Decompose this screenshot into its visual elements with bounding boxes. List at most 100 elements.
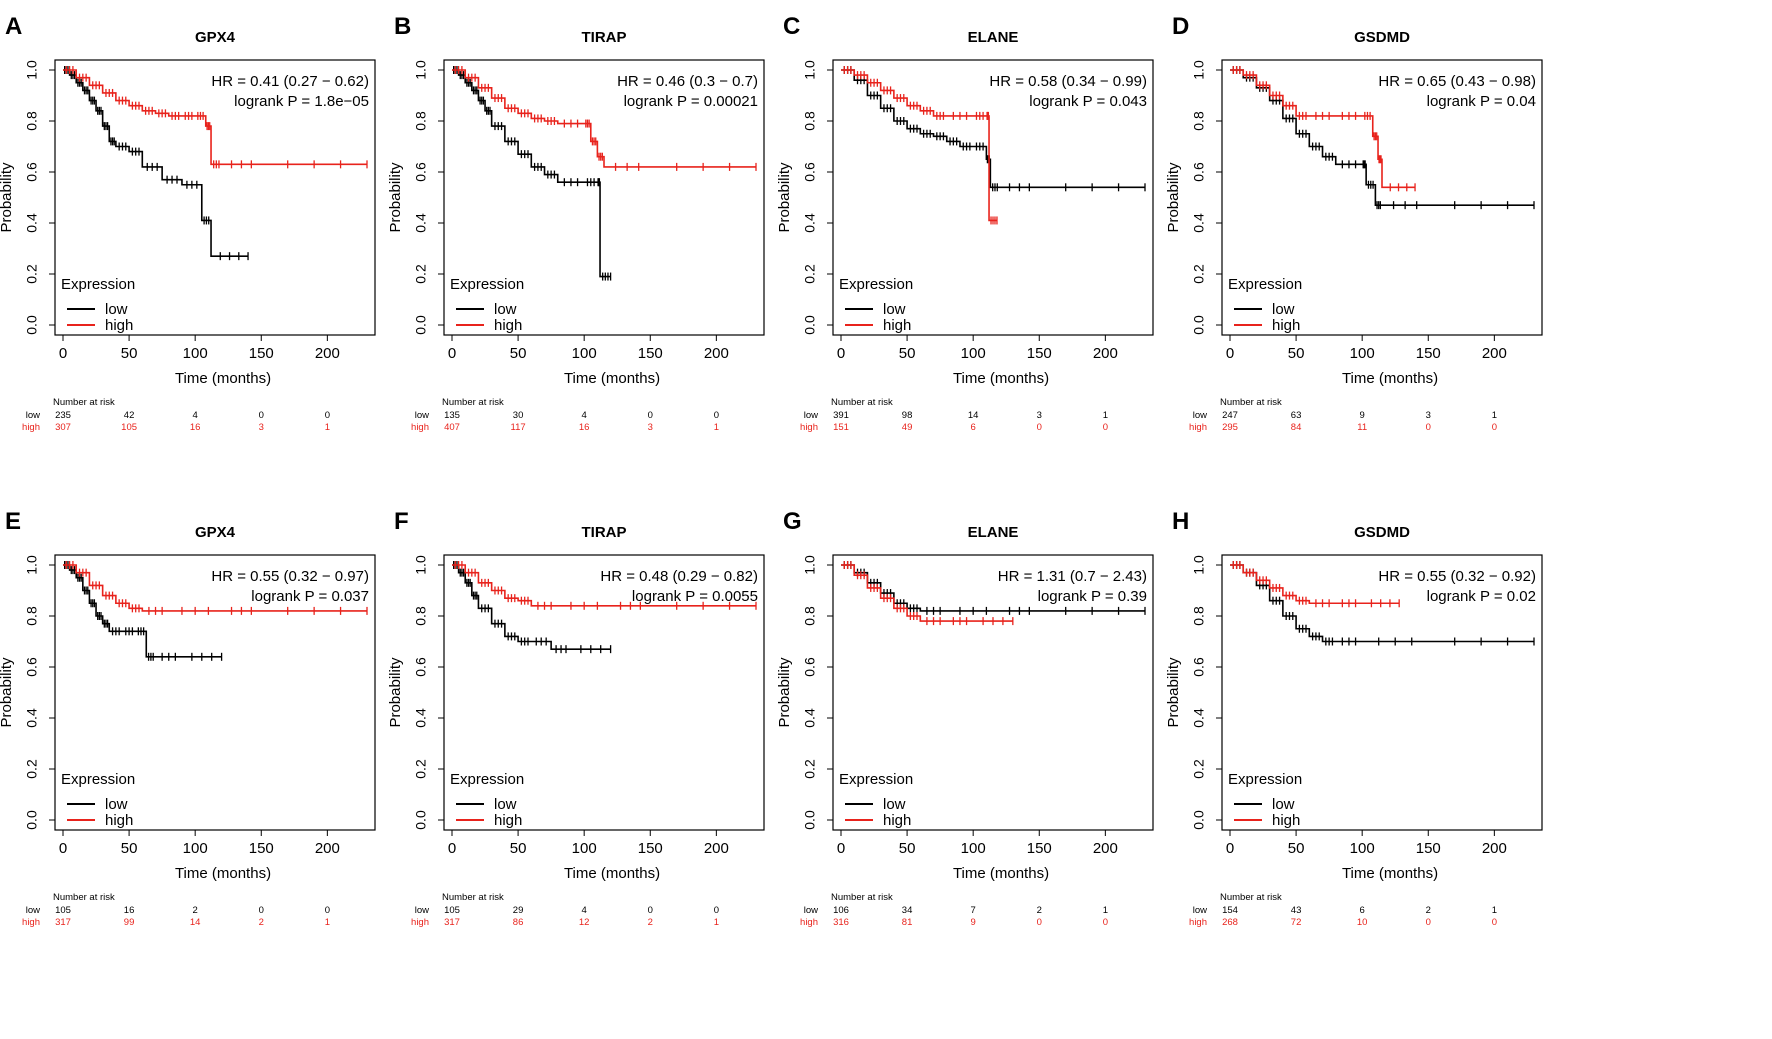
risk-table-title: Number at risk — [831, 892, 893, 903]
chart-title: TIRAP — [582, 29, 627, 46]
x-tick-label: 150 — [1416, 345, 1441, 362]
y-tick-label: 0.2 — [1191, 759, 1207, 779]
risk-table-title: Number at risk — [831, 397, 893, 408]
risk-value-low: 2 — [1426, 905, 1431, 916]
x-tick-label: 50 — [510, 840, 527, 857]
hr-annotation: HR = 0.41 (0.27 − 0.62) — [211, 73, 369, 90]
risk-value-high: 0 — [1037, 422, 1042, 433]
censor-marks-low — [64, 66, 249, 261]
y-axis-label: Probability — [1165, 657, 1182, 728]
risk-value-high: 317 — [444, 917, 460, 928]
risk-row-label-high: high — [22, 917, 40, 928]
risk-value-high: 151 — [833, 422, 849, 433]
legend-label-low: low — [883, 796, 906, 813]
censor-marks-low — [453, 66, 612, 281]
series-line-high — [452, 564, 756, 607]
x-tick-label: 200 — [315, 345, 340, 362]
x-tick-label: 50 — [510, 345, 527, 362]
panel-letter: F — [394, 508, 409, 535]
chart-title: ELANE — [968, 524, 1019, 541]
y-tick-label: 0.8 — [24, 111, 40, 131]
y-axis-label: Probability — [1165, 162, 1182, 233]
series-line-high — [1230, 564, 1400, 605]
risk-value-high: 1 — [325, 917, 330, 928]
y-tick-label: 0.4 — [802, 708, 818, 728]
risk-row-label-high: high — [411, 422, 429, 433]
censor-marks-high — [1232, 561, 1400, 608]
y-tick-label: 0.8 — [1191, 111, 1207, 131]
y-tick-label: 0.0 — [1191, 315, 1207, 335]
legend-title: Expression — [839, 276, 913, 293]
risk-value-low: 0 — [714, 905, 719, 916]
risk-value-high: 3 — [648, 422, 653, 433]
hr-annotation: HR = 0.48 (0.29 − 0.82) — [600, 568, 758, 585]
legend-label-low: low — [1272, 301, 1295, 318]
risk-value-high: 1 — [714, 422, 719, 433]
legend-title: Expression — [1228, 771, 1302, 788]
risk-row-label-low: low — [1193, 905, 1207, 916]
x-tick-label: 200 — [1093, 840, 1118, 857]
risk-value-high: 0 — [1103, 917, 1108, 928]
x-tick-label: 50 — [121, 840, 138, 857]
risk-row-label-low: low — [804, 905, 818, 916]
risk-row-label-high: high — [800, 917, 818, 928]
x-axis-label: Time (months) — [175, 370, 271, 387]
legend-label-high: high — [494, 812, 522, 829]
risk-value-high: 14 — [190, 917, 201, 928]
y-tick-label: 0.0 — [413, 315, 429, 335]
risk-value-low: 7 — [971, 905, 976, 916]
y-tick-label: 0.0 — [802, 315, 818, 335]
risk-value-high: 9 — [971, 917, 976, 928]
y-tick-label: 0.0 — [413, 810, 429, 830]
risk-value-low: 247 — [1222, 410, 1238, 421]
plot-frame — [54, 554, 376, 831]
y-tick-label: 1.0 — [413, 60, 429, 80]
x-tick-label: 50 — [899, 345, 916, 362]
y-tick-label: 0.4 — [413, 213, 429, 233]
risk-table-title: Number at risk — [442, 397, 504, 408]
logrank-p-annotation: logrank P = 0.0055 — [632, 588, 758, 605]
x-tick-label: 100 — [1350, 840, 1375, 857]
legend-label-low: low — [494, 301, 517, 318]
panel-letter: G — [783, 508, 802, 535]
risk-value-low: 14 — [968, 410, 979, 421]
x-axis-label: Time (months) — [175, 865, 271, 882]
y-tick-label: 0.2 — [802, 759, 818, 779]
risk-value-low: 3 — [1037, 410, 1042, 421]
logrank-p-annotation: logrank P = 0.043 — [1029, 93, 1147, 110]
risk-table-title: Number at risk — [53, 892, 115, 903]
chart-title: GSDMD — [1354, 29, 1410, 46]
risk-value-low: 235 — [55, 410, 71, 421]
x-tick-label: 100 — [183, 345, 208, 362]
risk-row-label-low: low — [415, 905, 429, 916]
plot-frame — [832, 59, 1154, 336]
risk-row-label-high: high — [1189, 917, 1207, 928]
plot-frame — [1221, 554, 1543, 831]
legend-title: Expression — [450, 771, 524, 788]
logrank-p-annotation: logrank P = 0.04 — [1427, 93, 1536, 110]
legend-label-low: low — [105, 796, 128, 813]
y-tick-label: 0.4 — [413, 708, 429, 728]
legend-label-high: high — [105, 317, 133, 334]
y-tick-label: 0.8 — [413, 111, 429, 131]
panel-letter: H — [1172, 508, 1189, 535]
risk-value-high: 295 — [1222, 422, 1238, 433]
risk-value-low: 30 — [513, 410, 524, 421]
risk-value-high: 16 — [190, 422, 201, 433]
panel-letter: A — [5, 13, 22, 40]
series-line-low — [452, 69, 611, 278]
risk-value-high: 16 — [579, 422, 590, 433]
logrank-p-annotation: logrank P = 0.00021 — [624, 93, 758, 110]
panel-letter: E — [5, 508, 21, 535]
risk-value-low: 42 — [124, 410, 135, 421]
